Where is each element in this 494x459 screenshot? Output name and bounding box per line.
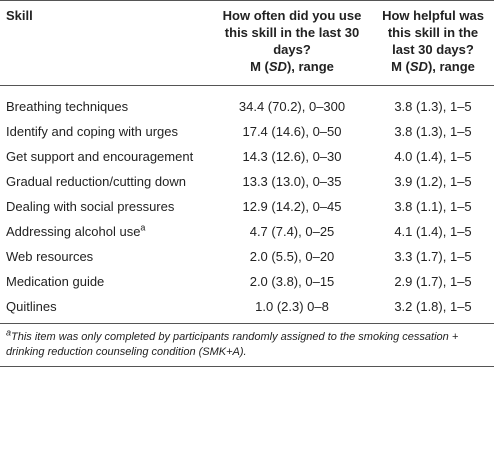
header-question: How often did you use this skill in the … xyxy=(222,8,362,57)
skill-note: a xyxy=(140,222,146,233)
header-row: Skill How often did you use this skill i… xyxy=(0,1,494,86)
often-cell: 2.0 (5.5), 0–20 xyxy=(249,249,335,264)
skill-name: Gradual reduction/cutting down xyxy=(6,174,186,189)
skill-name: Medication guide xyxy=(6,274,105,289)
header-cell: How helpful was this skill in the last 3… xyxy=(372,1,494,86)
helpful-cell: 3.3 (1.7), 1–5 xyxy=(394,249,472,264)
table-row: Gradual reduction/cutting down 13.3 (13.0… xyxy=(0,169,494,194)
header-stat: ), range xyxy=(427,59,475,74)
table-row: Breathing techniques 34.4 (70.2), 0–300 3.… xyxy=(0,86,494,120)
often-cell: 17.4 (14.6), 0–50 xyxy=(242,124,342,139)
skill-cell: Medication guide xyxy=(0,269,212,294)
skill-name: Web resources xyxy=(6,249,94,264)
table-body: Breathing techniques 34.4 (70.2), 0–300 3.… xyxy=(0,86,494,324)
footnote-text: This item was only completed by particip… xyxy=(6,331,459,358)
often-cell: 1.0 (2.3) 0–8 xyxy=(255,299,329,314)
helpful-cell: 4.0 (1.4), 1–5 xyxy=(394,149,472,164)
table-row: Identify and coping with urges 17.4 (14.6… xyxy=(0,119,494,144)
table-row: Web resources 2.0 (5.5), 0–20 3.3 (1.7), 1… xyxy=(0,244,494,269)
header-question: How helpful was this skill in the last 3… xyxy=(382,8,484,57)
helpful-cell: 3.8 (1.3), 1–5 xyxy=(394,124,472,139)
footnote-marker: a xyxy=(6,327,12,338)
skill-cell: Identify and coping with urges xyxy=(0,119,212,144)
table-row: Get support and encouragement 14.3 (12.6)… xyxy=(0,144,494,169)
header-stat: M ( xyxy=(250,59,269,74)
header-stat: M ( xyxy=(391,59,410,74)
skill-cell: Gradual reduction/cutting down xyxy=(0,169,212,194)
table-row: Quitlines 1.0 (2.3) 0–8 3.2 (1.8), 1–5 xyxy=(0,294,494,324)
header-stat: ), range xyxy=(286,59,334,74)
helpful-cell: 3.2 (1.8), 1–5 xyxy=(394,299,472,314)
often-cell: 14.3 (12.6), 0–30 xyxy=(242,149,342,164)
results-table: Skill How often did you use this skill i… xyxy=(0,0,494,324)
often-cell: 12.9 (14.2), 0–45 xyxy=(242,199,342,214)
header-stat: SD xyxy=(268,59,287,74)
table-row: Dealing with social pressures 12.9 (14.2)… xyxy=(0,194,494,219)
skill-name: Quitlines xyxy=(6,299,57,314)
footnote: aThis item was only completed by partici… xyxy=(0,324,494,367)
header-cell: How often did you use this skill in the … xyxy=(212,1,372,86)
helpful-cell: 2.9 (1.7), 1–5 xyxy=(394,274,472,289)
skill-name: Dealing with social pressures xyxy=(6,199,175,214)
skill-name: Get support and encouragement xyxy=(6,149,194,164)
skill-name: Addressing alcohol use xyxy=(6,224,141,239)
often-cell: 4.7 (7.4), 0–25 xyxy=(249,224,335,239)
table-row: Medication guide 2.0 (3.8), 0–15 2.9 (1.7)… xyxy=(0,269,494,294)
skill-cell: Addressing alcohol usea xyxy=(0,219,212,244)
helpful-cell: 3.9 (1.2), 1–5 xyxy=(394,174,472,189)
helpful-cell: 3.8 (1.3), 1–5 xyxy=(394,99,472,114)
skill-cell: Get support and encouragement xyxy=(0,144,212,169)
skill-cell: Web resources xyxy=(0,244,212,269)
helpful-cell: 4.1 (1.4), 1–5 xyxy=(394,224,472,239)
header-cell: Skill xyxy=(6,8,33,23)
header-stat: SD xyxy=(409,59,428,74)
skill-name: Breathing techniques xyxy=(6,99,129,114)
table-row: Addressing alcohol usea 4.7 (7.4), 0–25 4.… xyxy=(0,219,494,244)
skill-cell: Dealing with social pressures xyxy=(0,194,212,219)
skill-cell: Quitlines xyxy=(0,294,212,324)
often-cell: 13.3 (13.0), 0–35 xyxy=(242,174,342,189)
skill-cell: Breathing techniques xyxy=(0,86,212,120)
helpful-cell: 3.8 (1.1), 1–5 xyxy=(394,199,472,214)
skill-name: Identify and coping with urges xyxy=(6,124,178,139)
often-cell: 34.4 (70.2), 0–300 xyxy=(238,99,346,114)
often-cell: 2.0 (3.8), 0–15 xyxy=(249,274,335,289)
